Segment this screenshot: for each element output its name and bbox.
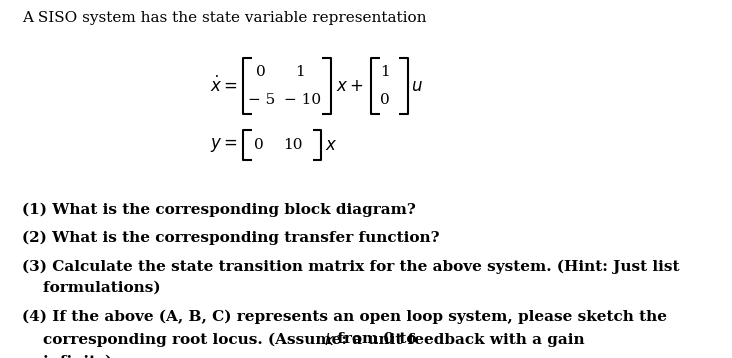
Text: infinity): infinity) xyxy=(22,354,112,358)
Text: $x$: $x$ xyxy=(325,136,337,154)
Text: (4) If the above (A, B, C) represents an open loop system, please sketch the: (4) If the above (A, B, C) represents an… xyxy=(22,310,667,324)
Text: $u$: $u$ xyxy=(411,77,423,95)
Text: from 0 to: from 0 to xyxy=(332,332,417,346)
Text: 1: 1 xyxy=(295,65,305,79)
Text: formulations): formulations) xyxy=(22,281,160,295)
Text: (3) Calculate the state transition matrix for the above system. (Hint: Just list: (3) Calculate the state transition matri… xyxy=(22,260,679,274)
Text: A SISO system has the state variable representation: A SISO system has the state variable rep… xyxy=(22,11,427,25)
Text: 1: 1 xyxy=(380,65,390,79)
Text: $x +$: $x +$ xyxy=(336,77,364,95)
Text: (2) What is the corresponding transfer function?: (2) What is the corresponding transfer f… xyxy=(22,231,439,245)
Text: 0: 0 xyxy=(254,138,264,152)
Text: $y=$: $y=$ xyxy=(210,136,238,154)
Text: − 5: − 5 xyxy=(247,92,275,107)
Text: 0: 0 xyxy=(380,92,390,107)
Text: corresponding root locus. (Assume: a unit feedback with a gain: corresponding root locus. (Assume: a uni… xyxy=(22,332,590,347)
Text: 10: 10 xyxy=(283,138,302,152)
Text: − 10: − 10 xyxy=(285,92,321,107)
Text: $\dot{x}=$: $\dot{x}=$ xyxy=(210,76,238,96)
Text: 0: 0 xyxy=(256,65,266,79)
Text: $k$: $k$ xyxy=(324,332,336,348)
Text: (1) What is the corresponding block diagram?: (1) What is the corresponding block diag… xyxy=(22,202,416,217)
